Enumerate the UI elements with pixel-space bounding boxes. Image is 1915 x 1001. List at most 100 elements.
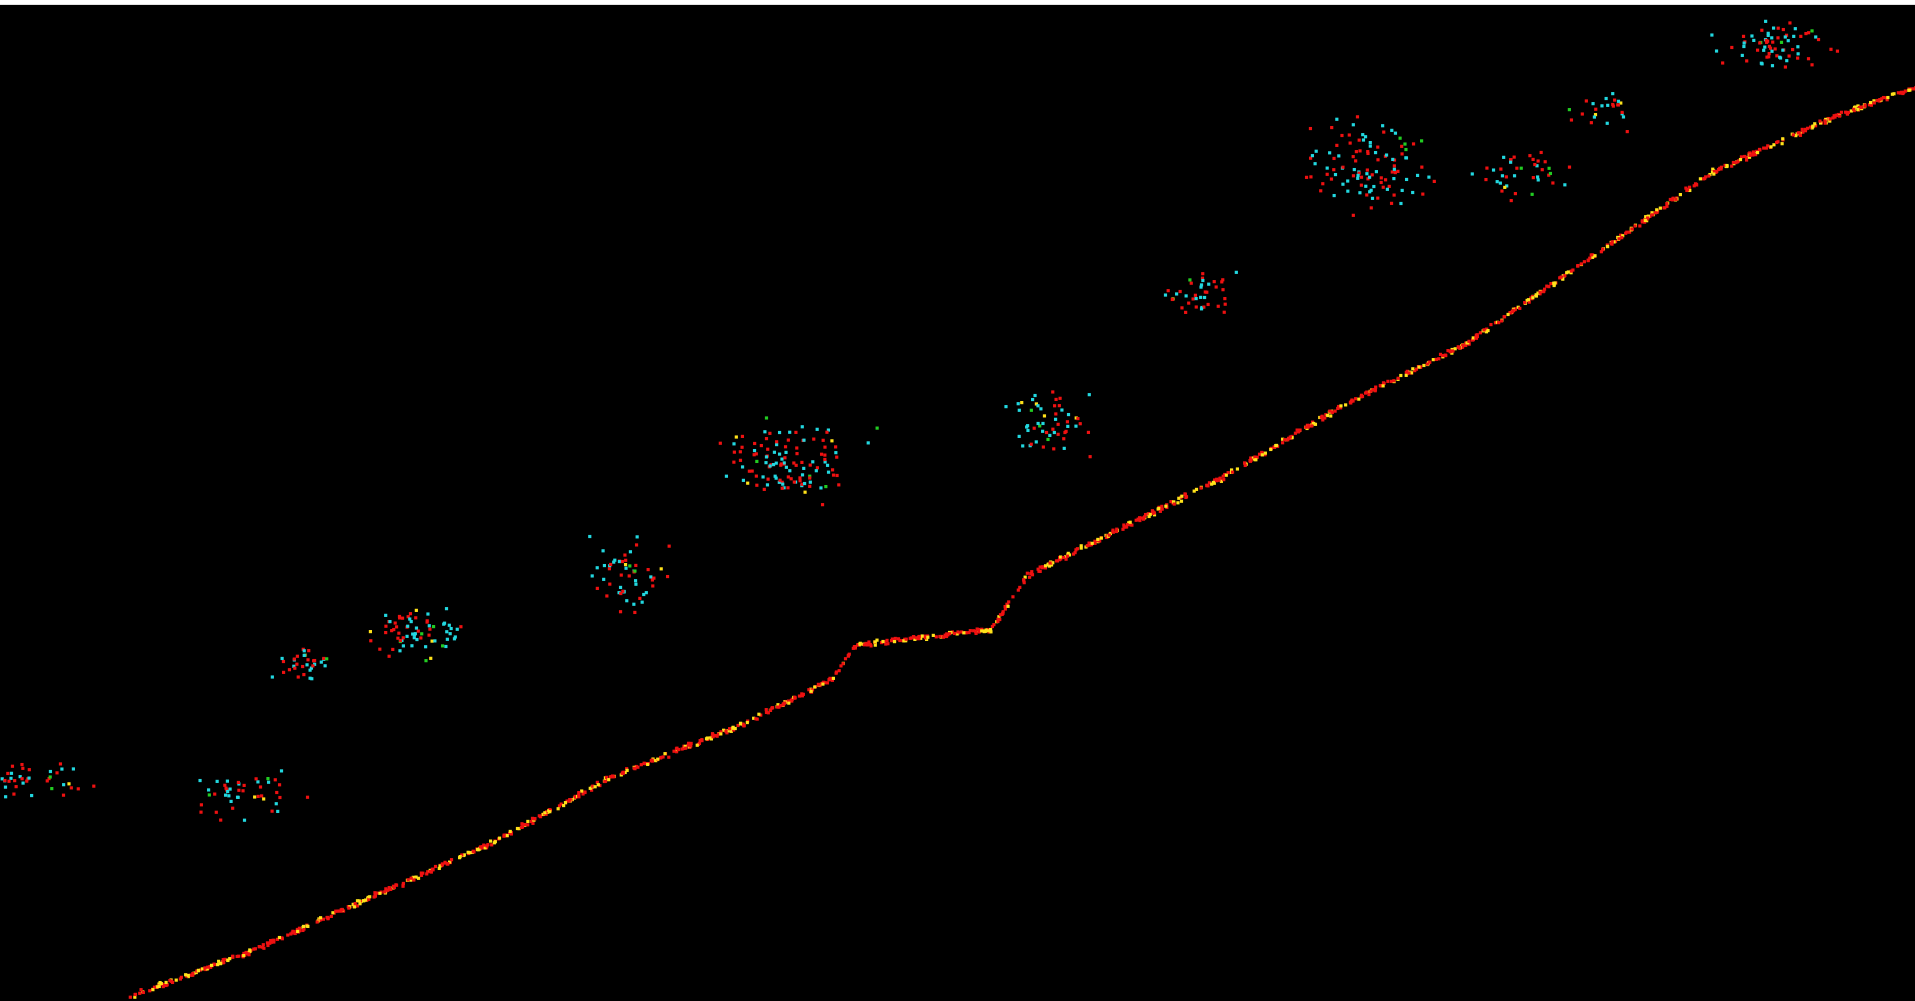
ground-point [905, 638, 908, 641]
vegetation-point [1600, 104, 1603, 107]
ground-point [1543, 288, 1546, 291]
vegetation-point [229, 800, 232, 803]
vegetation-point [1366, 152, 1369, 155]
vegetation-point [1203, 296, 1206, 299]
ground-point [757, 713, 760, 716]
vegetation-point [226, 790, 229, 793]
vegetation-point [755, 452, 758, 455]
ground-point [278, 936, 281, 939]
vegetation-point [803, 491, 806, 494]
vegetation-point [55, 771, 58, 774]
vegetation-point [1062, 437, 1065, 440]
ground-point [1766, 144, 1769, 147]
ground-point [459, 855, 462, 858]
ground-point [969, 629, 972, 632]
vegetation-point [785, 466, 788, 469]
vegetation-point [1784, 35, 1787, 38]
vegetation-point [740, 446, 743, 449]
page: {} html, body { margin: 0; padding: 0; b… [0, 0, 1915, 1001]
ground-point [1274, 444, 1277, 447]
ground-point [731, 727, 734, 730]
vegetation-point [1054, 398, 1057, 401]
vegetation-point [72, 767, 75, 770]
ground-point [853, 646, 856, 649]
vegetation-point [801, 425, 804, 428]
ground-point [1250, 459, 1253, 462]
ground-point [1792, 133, 1795, 136]
ground-point [129, 996, 132, 999]
vegetation-point [1791, 48, 1794, 51]
vegetation-point [763, 488, 766, 491]
vegetation-point [1532, 176, 1535, 179]
vegetation-point [1376, 197, 1379, 200]
vegetation-point [1427, 176, 1430, 179]
vegetation-point [307, 649, 310, 652]
vegetation-point [739, 459, 742, 462]
vegetation-point [92, 785, 95, 788]
ground-point [1726, 165, 1729, 168]
vegetation-point [442, 623, 445, 626]
vegetation-point [795, 446, 798, 449]
ground-point [1374, 388, 1377, 391]
ground-point [1674, 198, 1677, 201]
ground-point [362, 899, 365, 902]
vegetation-point [253, 795, 256, 798]
vegetation-point [1758, 41, 1761, 44]
ground-point [1824, 122, 1827, 125]
ground-point [867, 640, 870, 643]
vegetation-point [1405, 156, 1408, 159]
vegetation-point [649, 575, 652, 578]
ground-point [520, 826, 523, 829]
ground-point [841, 662, 844, 665]
vegetation-point [1185, 294, 1188, 297]
vegetation-point [1730, 46, 1733, 49]
ground-point [1512, 309, 1515, 312]
vegetation-point [369, 639, 372, 642]
ground-point [1138, 516, 1141, 519]
vegetation-point [12, 792, 15, 795]
vegetation-point [1352, 174, 1355, 177]
ground-point [1769, 145, 1772, 148]
vegetation-point [660, 567, 663, 570]
vegetation-point [819, 486, 822, 489]
vegetation-point [1364, 185, 1367, 188]
ground-point [266, 941, 269, 944]
vegetation-point [1334, 173, 1337, 176]
vegetation-point [1799, 35, 1802, 38]
vegetation-point [1777, 27, 1780, 30]
vegetation-point [1358, 149, 1361, 152]
ground-point [681, 747, 684, 750]
ground-point [1633, 224, 1636, 227]
vegetation-point [1768, 45, 1771, 48]
ground-point [526, 820, 529, 823]
vegetation-point [276, 810, 279, 813]
vegetation-point [1352, 123, 1355, 126]
vegetation-point [635, 543, 638, 546]
ground-point [1183, 492, 1186, 495]
vegetation-point [49, 770, 52, 773]
ground-point [1023, 581, 1026, 584]
ground-point [1173, 502, 1176, 505]
vegetation-point [1829, 48, 1832, 51]
vegetation-point [1048, 434, 1051, 437]
vegetation-point [1207, 303, 1210, 306]
vegetation-point [1760, 29, 1763, 32]
vegetation-point [1201, 279, 1204, 282]
vegetation-point [1031, 398, 1034, 401]
vegetation-point [454, 635, 457, 638]
ground-point [476, 848, 479, 851]
vegetation-point [642, 593, 645, 596]
vegetation-point [4, 786, 7, 789]
vegetation-point [668, 545, 671, 548]
ground-point [801, 694, 804, 697]
vegetation-point [633, 569, 636, 572]
vegetation-point [823, 454, 826, 457]
ground-point [1869, 101, 1872, 104]
ground-point [1506, 313, 1509, 316]
vegetation-point [278, 783, 281, 786]
vegetation-point [21, 777, 24, 780]
vegetation-point [402, 636, 405, 639]
vegetation-point [1772, 26, 1775, 29]
ground-point [769, 709, 772, 712]
vegetation-point [1775, 54, 1778, 57]
